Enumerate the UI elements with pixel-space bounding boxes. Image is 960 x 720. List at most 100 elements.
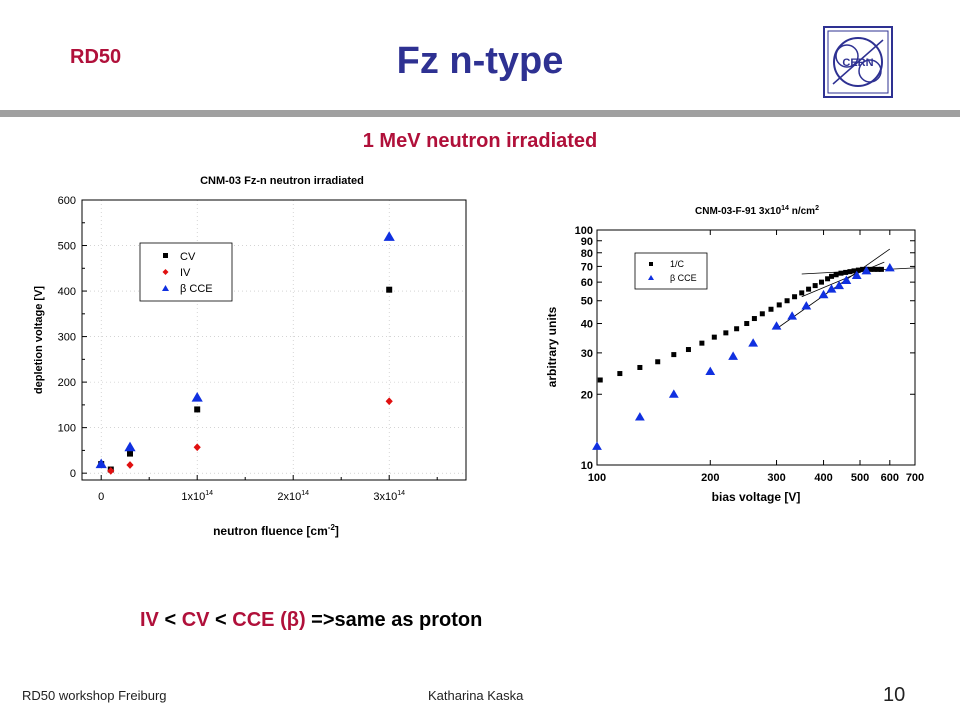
point-square-0-13 [768,306,774,312]
xtick-mantissa: 2x10 [277,491,301,503]
xtick-label: 400 [814,472,832,484]
point-triangle-2-1 [124,441,136,452]
point-triangle-1-2 [668,389,679,398]
xtick-label: 600 [881,472,899,484]
ytick-label: 60 [581,277,593,289]
point-square-0-32 [871,266,877,272]
point-triangle-1-6 [771,321,782,330]
legend-cce-label: β CCE [180,283,213,295]
conclusion-text: IV < CV < CCE (β) =>same as proton [140,609,482,632]
xtick-mantissa: 1x10 [181,491,205,503]
cern-logo-text: CERN [842,57,873,69]
ytick-label: 90 [581,236,593,248]
point-square-0-17 [799,290,805,296]
point-square-0-27 [851,268,857,274]
chart-left-points [95,231,395,475]
xtick-label: 700 [906,472,924,484]
legend-box [139,242,233,302]
conclusion-lt-2: < [215,609,233,631]
point-triangle-1-3 [705,366,716,375]
point-diamond-1-2 [193,443,201,452]
point-triangle-1-8 [801,301,812,310]
chart-right-xlabel: bias voltage [V] [712,490,801,504]
point-square-0-34 [878,266,884,272]
chart-left-title: CNM-03 Fz-n neutron irradiated [200,175,364,187]
chart-left-xlabel-main: neutron fluence [cm [213,524,328,538]
point-square-0-4 [386,286,393,293]
chart-right-title: CNM-03-F-91 3x1014 n/cm2 [695,205,819,217]
point-square-0-2 [637,364,643,370]
chart-left-xlabel-sup: -2 [328,523,336,532]
chart-right-points [592,262,895,450]
point-square-0-16 [792,294,798,300]
point-square-0-15 [784,298,790,304]
ytick-label: 40 [581,319,593,331]
point-square-0-25 [843,269,849,275]
legend-iv-label: IV [180,267,191,279]
point-square-0-11 [751,316,757,322]
xtick-label: 100 [588,472,606,484]
xtick-exponent: 14 [301,490,309,497]
point-square-0-8 [723,330,729,336]
point-triangle-1-7 [787,311,798,320]
ytick-label: 0 [70,468,76,480]
point-square-0-2 [127,450,133,457]
point-triangle-2-3 [383,231,395,241]
chart-left-yticks: 0 100 200 300 400 500 600 [58,195,87,480]
point-square-0-14 [776,302,782,308]
footer-event: RD50 workshop Freiburg [22,688,167,703]
ytick-label: 70 [581,261,593,273]
xtick-label: 2x1014 [277,490,309,503]
ytick-label: 400 [58,286,76,298]
xtick-label: 3x1014 [373,490,405,503]
conclusion-cce: CCE (β) [232,609,312,631]
xtick-mantissa: 3x10 [373,491,397,503]
point-triangle-1-4 [728,351,739,360]
chart-left-legend: CV IV β CCE [139,242,233,302]
xtick-exponent: 14 [397,490,405,497]
ytick-label: 30 [581,348,593,360]
chart-right-title-sup2: 2 [815,205,819,212]
chart-left-frame [81,199,467,481]
point-square-0-33 [875,266,881,272]
point-triangle-2-0 [95,458,107,469]
point-square-0-18 [806,286,812,292]
ytick-label: 10 [581,460,593,472]
chart-left-grid [82,199,466,480]
page-number: 10 [883,684,906,706]
point-square-0-31 [867,266,873,272]
point-square-0-10 [744,321,750,327]
point-square-0-19 [812,283,818,289]
point-square-0-3 [194,406,201,413]
slide-title: Fz n-type [396,40,564,82]
cern-logo: CERN [823,26,893,98]
point-triangle-1-0 [592,441,602,450]
ytick-label: 500 [58,241,76,253]
point-triangle-1-11 [834,280,845,290]
chart-right-title-sup: 14 [781,205,789,212]
point-square-0-9 [734,326,740,332]
point-triangle-1-5 [748,338,759,347]
header-rd50-label: RD50 [70,46,122,68]
point-square-0-24 [838,270,844,276]
point-square-0-21 [825,276,831,282]
legend-iv-marker [162,269,169,275]
point-square-0-28 [855,267,861,273]
legend-1c-marker [649,262,653,266]
chart-left-xlabel-end: ] [335,524,339,538]
conclusion-same-as-proton: =>same as proton [311,609,483,631]
point-square-0-5 [685,347,691,353]
chart-right-title-end: n/cm [789,206,815,217]
legend-box-right [634,252,708,290]
footer-author: Katharina Kaska [428,688,524,703]
xtick-label: 200 [701,472,719,484]
slide-subtitle: 1 MeV neutron irradiated [362,130,598,152]
chart-left: CNM-03 Fz-n neutron irradiated 0 100 200 30… [33,175,467,538]
point-square-0-12 [759,311,765,317]
conclusion-iv: IV [140,609,165,631]
ytick-label: 300 [58,332,76,344]
point-triangle-1-12 [841,275,852,284]
chart-left-xlabel: neutron fluence [cm-2] [213,523,339,538]
ytick-label: 20 [581,389,593,401]
